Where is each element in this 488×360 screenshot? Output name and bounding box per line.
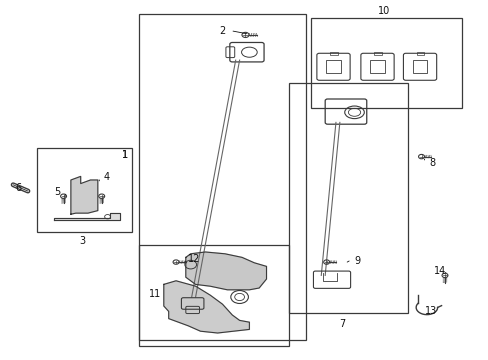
Polygon shape <box>71 176 98 214</box>
Text: 6: 6 <box>16 183 21 193</box>
Bar <box>369 60 384 73</box>
Text: 5: 5 <box>55 186 61 197</box>
Text: 10: 10 <box>377 6 389 16</box>
Bar <box>416 52 424 55</box>
Text: 2: 2 <box>219 26 225 36</box>
Text: 11: 11 <box>149 289 162 300</box>
Bar <box>37 148 132 232</box>
Text: 8: 8 <box>429 158 435 168</box>
Text: 3: 3 <box>79 236 85 246</box>
Text: 13: 13 <box>424 306 437 316</box>
Text: 9: 9 <box>353 256 359 266</box>
Bar <box>288 83 407 313</box>
Bar <box>310 18 461 108</box>
Text: 1: 1 <box>122 150 128 160</box>
Polygon shape <box>163 281 249 333</box>
Text: 1: 1 <box>122 150 127 160</box>
Text: 14: 14 <box>433 266 446 276</box>
Bar <box>329 52 337 55</box>
Bar <box>412 60 427 73</box>
Bar <box>325 60 340 73</box>
Text: 4: 4 <box>103 172 109 182</box>
Text: 12: 12 <box>188 254 201 264</box>
Bar <box>139 14 305 340</box>
Bar <box>373 52 381 55</box>
Bar <box>139 245 288 346</box>
Text: 7: 7 <box>339 319 345 329</box>
Polygon shape <box>185 252 266 290</box>
Polygon shape <box>54 213 120 220</box>
